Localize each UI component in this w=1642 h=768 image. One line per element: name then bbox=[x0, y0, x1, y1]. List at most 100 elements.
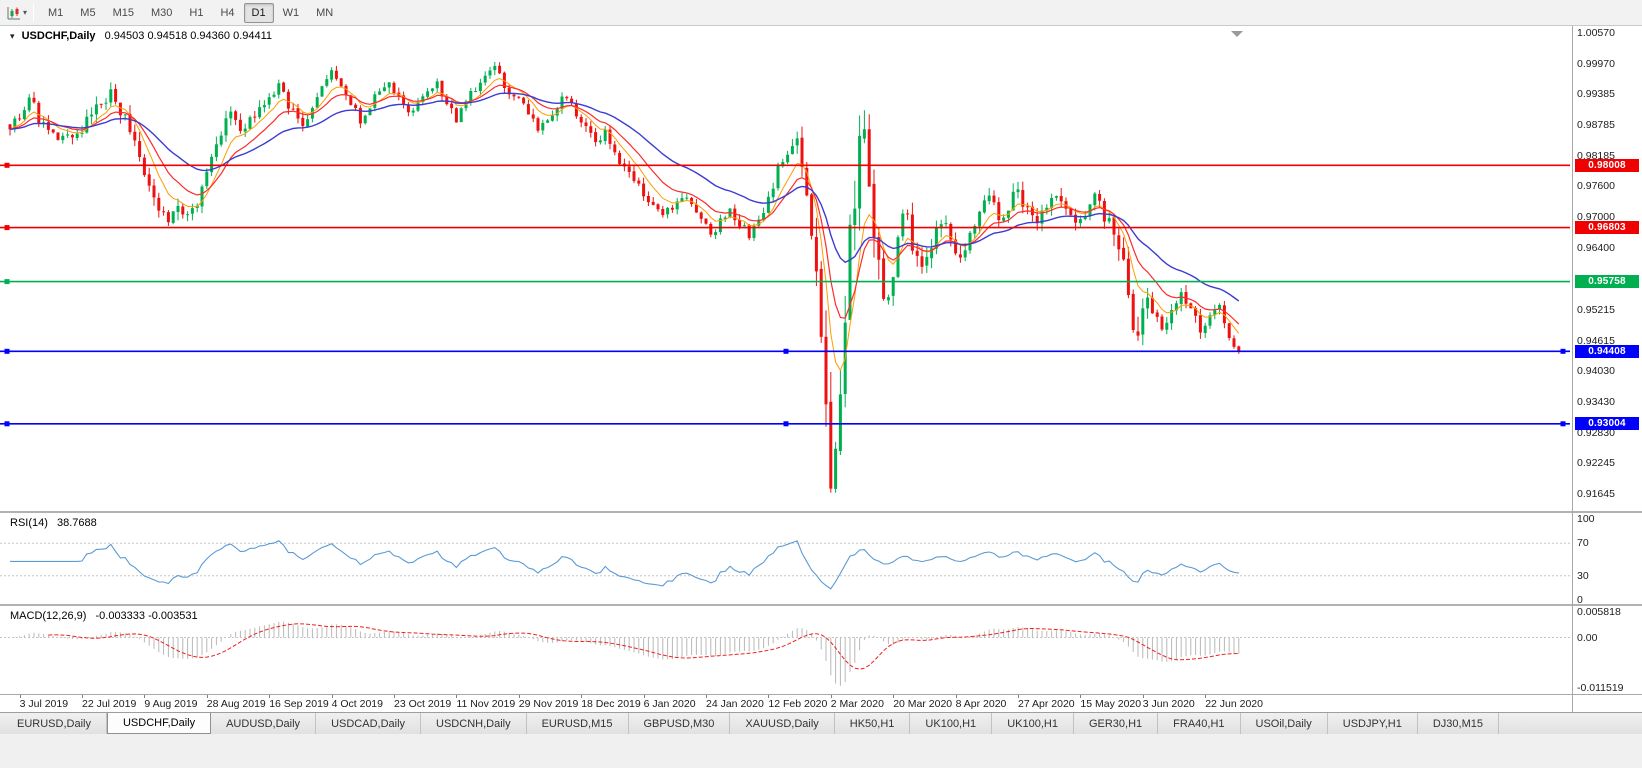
date-tick bbox=[1142, 695, 1144, 698]
date-axis-label: 12 Feb 2020 bbox=[768, 698, 828, 710]
date-axis-label: 28 Aug 2019 bbox=[206, 698, 266, 710]
date-tick bbox=[768, 695, 770, 698]
date-tick bbox=[830, 695, 832, 698]
price-tag: 0.96803 bbox=[1575, 221, 1639, 235]
macd-indicator-values: -0.003333 -0.003531 bbox=[95, 610, 198, 622]
tab-gbpusd-m30-6[interactable]: GBPUSD,M30 bbox=[629, 713, 731, 734]
timeframe-button-m5[interactable]: M5 bbox=[80, 6, 96, 19]
date-axis-label: 9 Aug 2019 bbox=[144, 698, 198, 710]
date-tick bbox=[19, 695, 21, 698]
tab-fra40-h1-12[interactable]: FRA40,H1 bbox=[1158, 713, 1241, 734]
date-axis-label: 11 Nov 2019 bbox=[456, 698, 516, 710]
rsi-label: RSI(14) 38.7688 bbox=[10, 517, 97, 529]
tab-hk50-h1-8[interactable]: HK50,H1 bbox=[835, 713, 911, 734]
date-tick bbox=[1205, 695, 1207, 698]
date-tick bbox=[581, 695, 583, 698]
tab-uk100-h1-10[interactable]: UK100,H1 bbox=[992, 713, 1074, 734]
chart-menu-arrow-icon[interactable]: ▾ bbox=[10, 31, 15, 41]
chart-title: ▾ USDCHF,Daily 0.94503 0.94518 0.94360 0… bbox=[10, 30, 272, 42]
tab-bar: EURUSD,Daily USDCHF,Daily AUDUSD,Daily USDC… bbox=[0, 712, 1642, 734]
price-axis-label: 0.92245 bbox=[1577, 457, 1615, 469]
date-axis-label: 23 Oct 2019 bbox=[394, 698, 452, 710]
price-axis-label: 0.99970 bbox=[1577, 57, 1615, 70]
date-axis-label: 6 Jan 2020 bbox=[643, 698, 696, 710]
timeframe-button-m15[interactable]: M15 bbox=[112, 6, 134, 19]
date-axis-label: 3 Jul 2019 bbox=[19, 698, 69, 710]
price-axis-label: 0.96400 bbox=[1577, 242, 1615, 255]
main-chart-canvas[interactable] bbox=[0, 26, 1572, 511]
date-tick bbox=[144, 695, 146, 698]
tab-usdcad-daily-3[interactable]: USDCAD,Daily bbox=[316, 713, 422, 734]
tab-eurusd-m15-5[interactable]: EURUSD,M15 bbox=[527, 713, 629, 734]
date-tick bbox=[643, 695, 645, 698]
axis-separator-line bbox=[1572, 26, 1573, 712]
date-axis-label: 18 Dec 2019 bbox=[581, 698, 641, 710]
timeframe-button-group: M1 M5 M15 M30 H1 H4 D1 W1 MN bbox=[40, 2, 342, 23]
date-axis-label: 2 Mar 2020 bbox=[830, 698, 884, 710]
rsi-indicator-value: 38.7688 bbox=[56, 517, 97, 529]
tab-usdjpy-h1-14[interactable]: USDJPY,H1 bbox=[1328, 713, 1418, 734]
timeframe-button-d1[interactable]: D1 bbox=[243, 2, 274, 23]
tab-usdchf-daily-1[interactable]: USDCHF,Daily bbox=[106, 713, 212, 734]
candlestick-chart-icon[interactable] bbox=[5, 4, 23, 22]
timeframe-button-w1[interactable]: W1 bbox=[282, 6, 300, 19]
main-chart-panel: ▾ USDCHF,Daily 0.94503 0.94518 0.94360 0… bbox=[0, 26, 1642, 511]
price-axis-label: 0.95215 bbox=[1577, 303, 1615, 316]
macd-panel: MACD(12,26,9) -0.003333 -0.003531 0.0058… bbox=[0, 606, 1642, 694]
tab-uk100-h1-9[interactable]: UK100,H1 bbox=[910, 713, 993, 734]
price-tag: 0.94408 bbox=[1575, 344, 1639, 358]
timeframe-button-m1[interactable]: M1 bbox=[48, 6, 64, 19]
tab-usdcnh-daily-4[interactable]: USDCNH,Daily bbox=[421, 713, 527, 734]
tab-usoil-daily-13[interactable]: USOil,Daily bbox=[1241, 713, 1328, 734]
timeframe-button-h1[interactable]: H1 bbox=[189, 6, 204, 19]
panel-separator[interactable] bbox=[0, 511, 1642, 513]
date-axis-label: 20 Mar 2020 bbox=[893, 698, 953, 710]
price-tag: 0.93004 bbox=[1575, 417, 1639, 431]
toolbar-divider bbox=[33, 4, 35, 21]
price-tag: 0.98008 bbox=[1575, 158, 1639, 172]
date-axis-label: 22 Jun 2020 bbox=[1205, 698, 1263, 710]
timeframe-button-m30[interactable]: M30 bbox=[150, 6, 173, 19]
date-tick bbox=[331, 695, 333, 698]
date-tick bbox=[206, 695, 208, 698]
price-axis-label: 0.97600 bbox=[1577, 180, 1615, 193]
price-axis-label: 1.00570 bbox=[1577, 27, 1615, 39]
date-axis-label: 22 Jul 2019 bbox=[82, 698, 137, 710]
chevron-down-icon[interactable]: ▾ bbox=[23, 8, 28, 17]
date-tick bbox=[706, 695, 707, 698]
price-axis-label: 0.93430 bbox=[1577, 395, 1615, 408]
macd-axis-label: -0.011519 bbox=[1577, 682, 1624, 694]
macd-canvas[interactable] bbox=[0, 606, 1572, 694]
rsi-axis-label: 70 bbox=[1577, 537, 1589, 550]
panel-separator[interactable] bbox=[0, 604, 1642, 606]
tab-eurusd-daily-0[interactable]: EURUSD,Daily bbox=[2, 713, 107, 734]
macd-indicator-name: MACD(12,26,9) bbox=[10, 610, 87, 622]
tab-audusd-daily-2[interactable]: AUDUSD,Daily bbox=[211, 713, 317, 734]
rsi-canvas[interactable] bbox=[0, 513, 1572, 604]
chart-symbol-label: USDCHF,Daily bbox=[21, 30, 96, 42]
timeframe-button-mn[interactable]: MN bbox=[316, 6, 334, 19]
chart-ohlc-values: 0.94503 0.94518 0.94360 0.94411 bbox=[104, 30, 273, 42]
macd-axis-label: 0.00 bbox=[1577, 631, 1598, 644]
date-axis-label: 3 Jun 2020 bbox=[1142, 698, 1195, 710]
timeframe-button-h4[interactable]: H4 bbox=[220, 6, 235, 19]
rsi-axis-label: 0 bbox=[1577, 594, 1583, 604]
date-tick bbox=[269, 695, 271, 698]
tab-xauusd-daily-7[interactable]: XAUUSD,Daily bbox=[730, 713, 835, 734]
price-axis-label: 0.94615 bbox=[1577, 334, 1615, 347]
date-tick bbox=[955, 695, 957, 698]
date-tick bbox=[1080, 695, 1082, 698]
tab-ger30-h1-11[interactable]: GER30,H1 bbox=[1074, 713, 1159, 734]
macd-label: MACD(12,26,9) -0.003333 -0.003531 bbox=[10, 610, 198, 622]
date-axis-label: 4 Oct 2019 bbox=[331, 698, 383, 710]
tab-dj30-m15-15[interactable]: DJ30,M15 bbox=[1418, 713, 1499, 734]
price-axis-label: 0.98785 bbox=[1577, 119, 1615, 132]
date-axis-label: 29 Nov 2019 bbox=[518, 698, 579, 710]
price-axis-label: 0.91645 bbox=[1577, 488, 1615, 500]
date-tick bbox=[456, 695, 458, 698]
date-axis[interactable]: 3 Jul 2019 22 Jul 2019 9 Aug 2019 28 Aug 20… bbox=[0, 694, 1642, 712]
rsi-axis-label: 30 bbox=[1577, 569, 1589, 582]
rsi-panel: RSI(14) 38.7688 100 70 30 0 bbox=[0, 513, 1642, 604]
date-tick bbox=[1018, 695, 1019, 698]
